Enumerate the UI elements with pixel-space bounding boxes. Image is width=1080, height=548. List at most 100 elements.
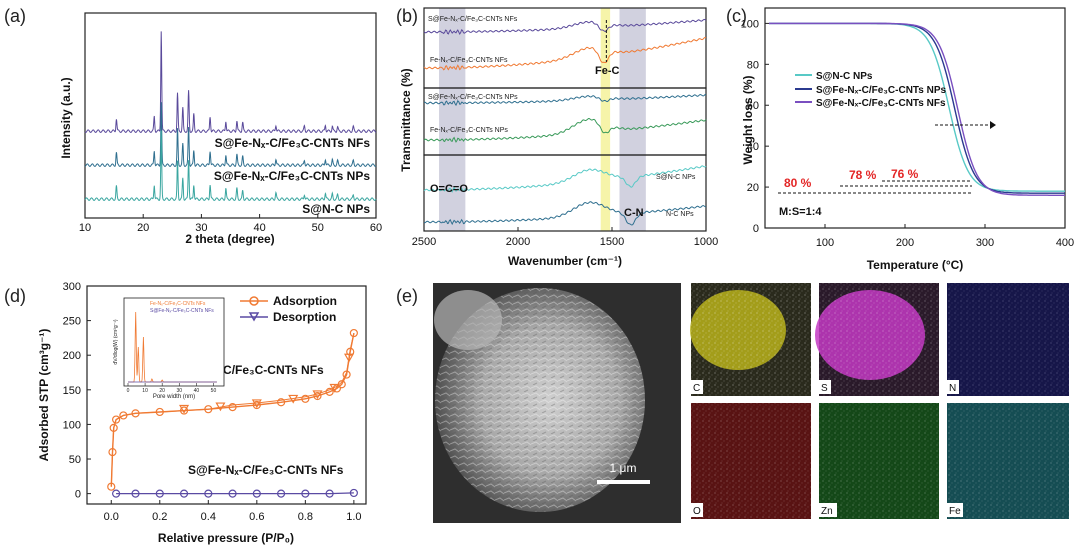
panel-d-s-point [252,489,261,498]
panel-d-ylabel: Adsorbed STP (cm³g⁻¹) [37,329,51,462]
panel-b-label-2: Fe-Nₓ-C/Fe₃C-CNTs NFs [430,57,508,64]
panel-d-ytick-label: 100 [63,419,81,431]
panel-b-cn: C-N [624,207,644,219]
inset-ylabel: dV/dlog(W) (cm³g⁻¹) [113,319,119,364]
panel-c-ytick-label: 0 [753,223,759,235]
panel-d-ads-point [155,407,164,417]
panel-d-ads-point [108,447,117,457]
panel-a-frame [84,12,377,219]
eds-n-tag: N [949,383,956,394]
panel-b-line-0 [423,18,707,36]
legend-des-marker [248,312,260,322]
panel-c-frame [764,7,1066,229]
panel-d-ads-point [204,405,213,414]
panel-label-c: (c) [726,6,747,26]
panel-b-label-3: S@Fe-Nₓ-C/Fe₃C-CNTs NPs [428,94,518,101]
panel-b-xtick-label: 2000 [506,236,530,248]
panel-a-xtick-label: 60 [370,222,382,234]
eds-s-tag-bg [819,380,831,394]
panel-d-ads-point [119,411,128,420]
panel-a-xtick-label: 10 [79,222,91,234]
panel-e-sem: 1 μm C S N O [433,283,1069,523]
panel-d-ytick-label: 50 [69,454,81,466]
panel-label-d: (d) [4,286,26,306]
panel-c-ylabel: Weight loss (%) [741,75,755,164]
eds-o-tag-bg [691,503,703,517]
panel-d-des-point [312,390,323,400]
panel-d-s-point [112,489,121,498]
panel-d-s-point [131,489,140,498]
eds-n-tint [947,283,1069,396]
panel-c-xtick-label: 300 [976,237,994,249]
inset-xtick-label: 20 [159,388,165,394]
panel-a-xtick-label: 40 [253,222,265,234]
panel-b-xtick-label: 1500 [600,236,624,248]
inset-xtick-label: 10 [142,388,148,394]
eds-c-tag-bg [691,380,703,394]
legend-text-nps: S@Fe-Nₓ-C/Fe₃C-CNTs NPs [816,85,947,96]
panel-b-band-0 [439,8,466,231]
guide-arrowhead [990,121,996,129]
panel-a-line-1 [84,102,377,168]
inset-xtick-label: 40 [194,388,200,394]
sem-scale-label: 1 μm [610,461,637,475]
eds-s-tag: S [821,383,828,394]
panel-d-xtick-label: 0.6 [249,511,264,523]
panel-d-xtick-label: 0.4 [201,511,216,523]
panel-c-ytick-label: 60 [747,100,759,112]
panel-d-s-point [301,489,310,498]
panel-c-ytick-label: 20 [747,182,759,194]
eds-n-noise [947,283,1069,396]
panel-b-line-1 [423,36,707,71]
panel-c-series [769,22,1065,196]
legend-text-sn: S@N-C NPs [816,71,873,82]
panel-d-ads-point [313,391,322,401]
panel-c-ytick-label: 40 [747,141,759,153]
panel-a-xtick-label: 50 [312,222,324,234]
panel-a-label-s-fe-nfs: S@Fe-Nₓ-C/Fe₃C-CNTs NFs [215,136,371,150]
panel-b-label-5: S@N-C NPs [656,174,696,181]
panel-d-ads-point [342,370,351,379]
panel-d-ytick-label: 200 [63,350,81,362]
eds-c-noise [691,283,811,396]
panel-d-s-point [349,488,358,498]
panel-b-line-2 [423,93,707,107]
panel-d-s-point [276,489,286,498]
panel-a-line-2 [84,130,377,201]
panel-d-s-point [325,489,334,498]
eds-map-s: S [815,283,939,396]
panel-d-des-point [251,399,262,409]
panel-c-xtick-label: 400 [1056,237,1074,249]
panel-c-pct-80: 80 % [784,176,812,190]
panel-d-ads-point [346,347,355,356]
panel-d-ads-point [112,415,121,424]
panel-a-xtick-label: 20 [137,222,149,234]
panel-d-ads-point [276,398,286,407]
eds-map-zn: Zn [819,403,939,519]
panel-label-b: (b) [396,6,418,26]
panel-d-des-point [179,404,190,414]
panel-a-xtick-label: 30 [195,222,207,234]
panel-d-s-point [179,489,189,498]
panel-a-label-s-nc: S@N-C NPs [302,202,370,216]
panel-d-s-line [116,492,354,495]
panel-d-ytick-label: 300 [63,281,81,293]
eds-c-tag: C [693,383,700,394]
eds-map-o: O [691,403,811,519]
panel-d-ytick-label: 0 [75,489,81,501]
panel-d-des-point [329,383,340,393]
panel-b-label-6: N-C NPs [666,211,694,218]
panel-b-fe-c: Fe-C [595,65,620,77]
eds-zn-noise [819,403,939,519]
panel-c-ticks: 100 200 300 400 0 20 40 60 80 100 [741,18,1075,249]
panel-c-xtick-label: 100 [816,237,834,249]
panel-b-line-5 [423,201,707,226]
panel-b-ftir: 2500 2000 1500 1000 Wavenumber (cm⁻¹) Trans… [399,7,718,268]
panel-c-tga: 100 200 300 400 0 20 40 60 80 100 Temperature (°C… [741,7,1075,272]
inset-legend-2: S@Fe-Nₓ-C/Fe₃C-CNTs NFs [150,308,214,314]
panel-a-xlabel: 2 theta (degree) [185,232,274,246]
panel-c-ratio: M:S=1:4 [779,206,822,218]
panel-b-xlabel: Wavenumber (cm⁻¹) [508,254,622,268]
panel-d-s-label: S@Fe-Nₓ-C/Fe₃C-CNTs NFs [188,463,344,477]
